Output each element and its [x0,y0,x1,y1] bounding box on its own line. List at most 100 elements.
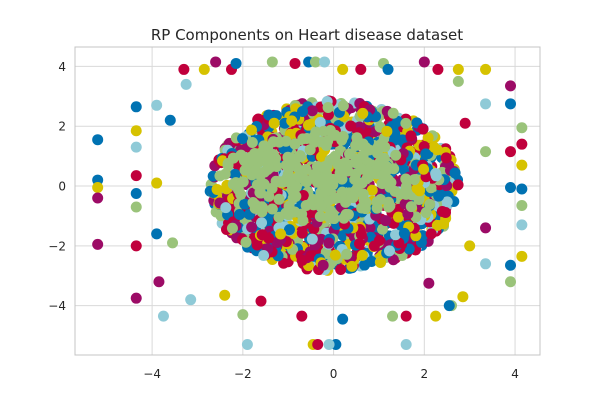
scatter-point [275,228,287,240]
scatter-point [289,206,301,218]
x-tick-label: 4 [511,367,519,381]
scatter-point [314,116,326,128]
scatter-point [130,292,142,304]
scatter-point [356,202,368,214]
scatter-point [346,260,358,272]
scatter-point [164,114,176,126]
scatter-point [130,101,142,113]
scatter-point [276,176,288,188]
scatter-point [346,191,358,203]
scatter-point [381,161,393,173]
scatter-point [424,198,436,210]
scatter-point [433,190,445,202]
scatter-point [380,215,392,227]
scatter-point [364,222,376,234]
scatter-point [310,126,322,138]
scatter-point [234,209,246,221]
scatter-point [452,63,464,75]
scatter-point [229,168,241,180]
scatter-point [297,215,309,226]
scatter-point [322,102,334,114]
scatter-point [211,183,223,195]
scatter-point [290,190,302,202]
scatter-point [371,147,383,159]
tick-labels: −4 −2 0 2 4 −4 −2 0 2 4 [48,60,519,381]
scatter-point [241,339,253,351]
scatter-point [92,182,104,194]
x-tick-label: −2 [234,367,252,381]
x-tick-label: −4 [143,367,161,381]
scatter-point [273,211,285,223]
scatter-point [505,146,517,158]
scatter-point [440,152,452,164]
scatter-point [337,63,349,75]
scatter-point [341,248,353,260]
scatter-point [443,300,455,312]
scatter-point [266,203,278,215]
scatter-point [329,249,341,261]
scatter-point [516,250,528,262]
scatter-point [273,193,285,205]
scatter-point [430,310,442,322]
scatter-point [230,57,242,69]
scatter-point [405,201,417,213]
scatter-point [418,163,430,175]
scatter-point [232,184,244,196]
scatter-point [400,188,412,200]
scatter-point [392,115,404,127]
scatter-point [309,56,321,68]
scatter-point [130,240,142,252]
scatter-point [157,310,169,322]
scatter-point [408,174,420,186]
scatter-point [329,129,341,141]
scatter-point [420,207,432,219]
scatter-point [262,160,274,172]
scatter-point [283,224,295,236]
scatter-point [312,339,324,351]
scatter-point [251,239,263,251]
scatter-point [309,168,321,180]
scatter-point [318,125,330,137]
scatter-point [425,228,437,240]
scatter-point [480,222,492,234]
scatter-point [340,208,352,220]
scatter-point [357,188,369,200]
scatter-point [352,134,364,146]
scatter-point [266,56,278,68]
scatter-point [210,56,222,68]
scatter-point [319,56,331,68]
scatter-point [178,63,190,75]
scatter-point [323,237,335,249]
scatter-point [430,170,442,182]
scatter-point [464,240,476,252]
scatter-point [480,98,492,110]
scatter-point [516,122,528,134]
scatter-point [480,258,492,270]
scatter-point [255,295,267,307]
scatter-point [387,107,399,119]
scatter-point [219,289,231,301]
scatter-point [505,98,517,110]
scatter-point [153,276,165,288]
scatter-point [383,201,395,213]
scatter-point [400,173,412,185]
scatter-point [452,179,464,191]
scatter-point [370,168,382,180]
scatter-point [323,211,335,223]
scatter-point [382,63,394,75]
scatter-point [296,227,308,239]
scatter-point [355,228,367,240]
scatter-point [371,202,383,214]
scatter-point [219,168,231,180]
scatter-point [431,219,443,231]
scatter-point [379,141,391,153]
scatter-point [387,310,399,322]
scatter-point [357,107,369,119]
scatter-point [414,185,426,197]
scatter-point [505,182,517,194]
scatter-point [246,137,258,148]
scatter-point [294,150,306,162]
scatter-point [273,136,285,148]
scatter-point [323,339,335,351]
